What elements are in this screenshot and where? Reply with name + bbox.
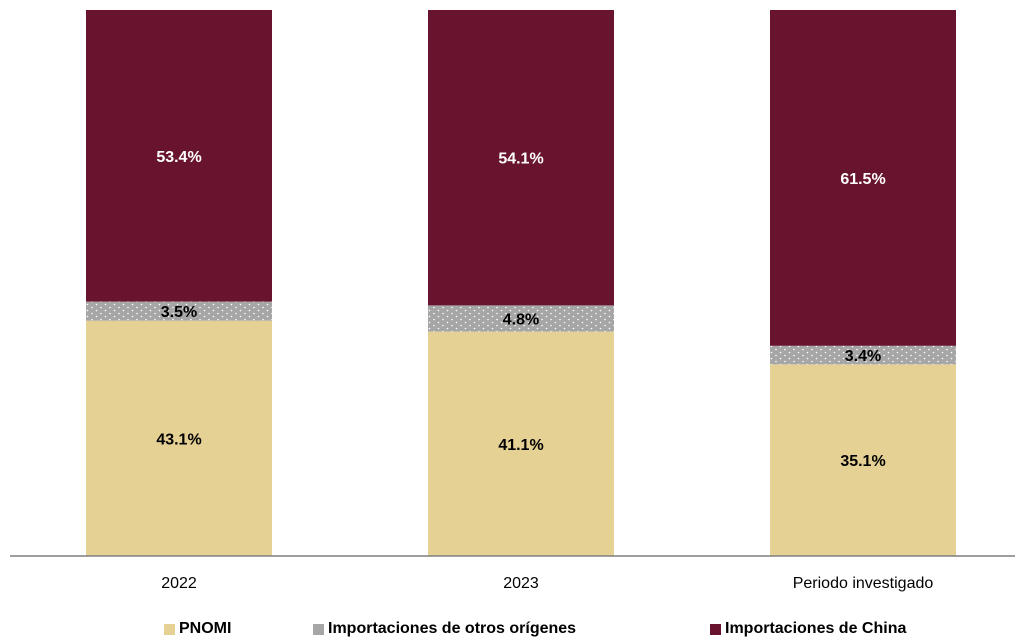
legend-item-importaciones-de-china: Importaciones de China [710, 620, 906, 638]
legend-item-pnomi: PNOMI [164, 620, 231, 638]
data-label-pnomi-2022: 43.1% [156, 431, 201, 448]
data-label-importaciones-de-otros-origenes-2023: 4.8% [503, 311, 539, 328]
data-label-pnomi-2023: 41.1% [498, 437, 543, 454]
data-label-pnomi-periodo-investigado: 35.1% [840, 453, 885, 470]
data-label-importaciones-de-otros-origenes-2022: 3.5% [161, 304, 197, 321]
stacked-bar-chart: 43.1% 3.5% 53.4% 41.1% 4.8% 54.1% 35.1% 3.4% 61.… [10, 10, 1015, 592]
legend-swatch-pnomi [164, 623, 175, 635]
data-label-importaciones-de-china-periodo-investigado: 61.5% [840, 171, 885, 188]
bar-importaciones-de-china-periodo-investigado [770, 10, 956, 346]
bar-importaciones-de-otros-origenes-periodo-investigado [770, 345, 956, 365]
bar-pnomi-2023 [428, 331, 614, 556]
x-tick-label-2023: 2023 [503, 575, 539, 592]
legend-item-importaciones-de-otros-origenes: Importaciones de otros orígenes [313, 620, 576, 638]
legend-swatch-importaciones-de-china [710, 623, 721, 635]
legend-swatch-importaciones-de-otros-origenes [313, 623, 324, 635]
bar-pnomi-2022 [86, 320, 272, 556]
bar-importaciones-de-china-2023 [428, 10, 614, 306]
data-label-importaciones-de-china-2022: 53.4% [156, 149, 201, 166]
x-tick-label-2022: 2022 [161, 575, 197, 592]
data-label-importaciones-de-otros-origenes-periodo-investigado: 3.4% [845, 348, 881, 365]
legend: PNOMI Importaciones de otros orígenes Impo… [0, 618, 1019, 640]
x-tick-label-periodo-investigado: Periodo investigado [793, 575, 934, 592]
bar-pnomi-periodo-investigado [770, 364, 956, 556]
legend-label-importaciones-de-china: Importaciones de China [725, 620, 907, 637]
bar-importaciones-de-otros-origenes-2023 [428, 305, 614, 332]
legend-label-importaciones-de-otros-origenes: Importaciones de otros orígenes [328, 620, 577, 637]
legend-label-pnomi: PNOMI [179, 620, 232, 637]
data-label-importaciones-de-china-2023: 54.1% [498, 151, 543, 168]
bar-importaciones-de-otros-origenes-2022 [86, 301, 272, 321]
bar-importaciones-de-china-2022 [86, 10, 272, 302]
